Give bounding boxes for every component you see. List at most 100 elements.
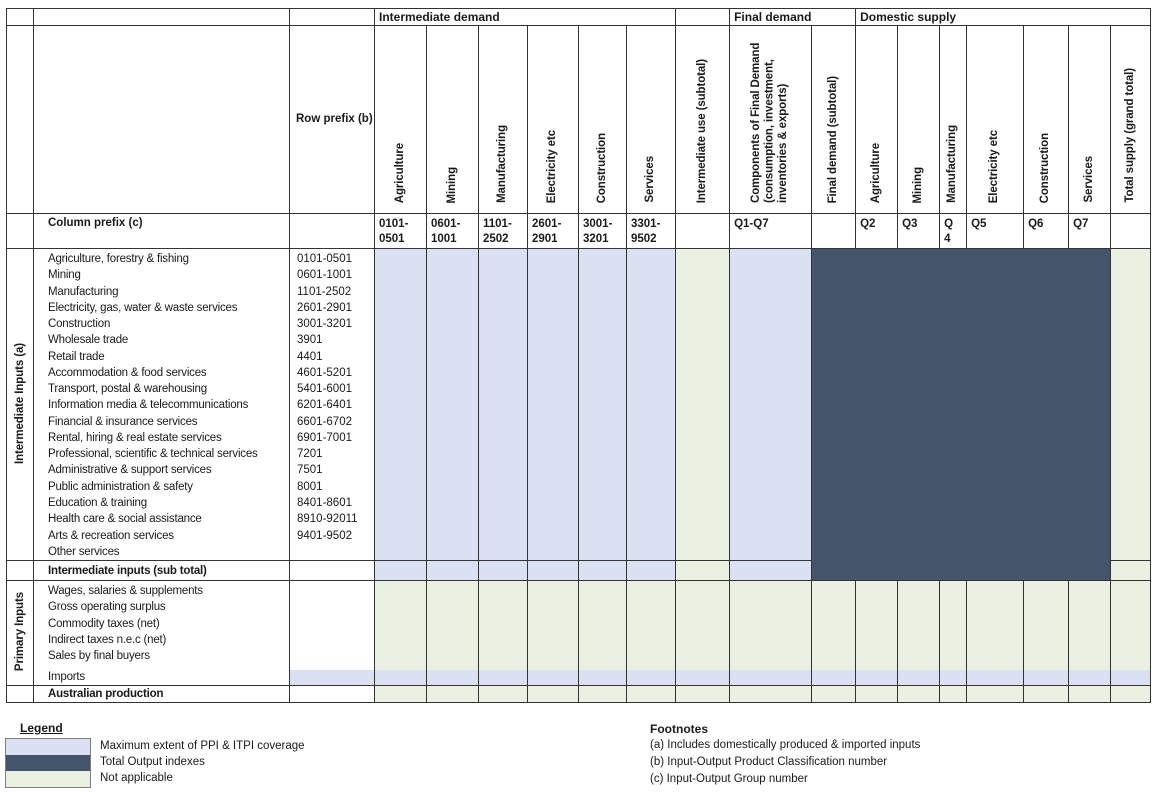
imports-row: Imports [7, 669, 1152, 687]
not-applicable-cell [374, 580, 427, 670]
not-applicable-cell [897, 580, 941, 670]
legend-label: Not applicable [100, 772, 173, 784]
row-label: Administrative & support services [48, 464, 212, 477]
row-label: Retail trade [48, 350, 105, 363]
column-header-label: Electricity etc [546, 129, 559, 203]
imports-label: Imports [33, 669, 290, 687]
row-prefixes-cell: 0101-0501 0601-1001 1101-2502 2601-2901 … [289, 247, 375, 562]
not-applicable-cell [625, 580, 677, 670]
column-prefix-cell: Q7 [1068, 213, 1112, 249]
not-applicable-cell [1068, 685, 1112, 704]
column-header-label: Final demand (subtotal) [826, 75, 839, 203]
not-applicable-cell [855, 685, 899, 704]
legend-swatch-total-output [6, 755, 90, 771]
not-applicable-cell [478, 685, 528, 704]
spacer-cell [6, 560, 34, 582]
not-applicable-cell [578, 685, 627, 704]
not-applicable-cell [729, 685, 813, 704]
not-applicable-cell [966, 685, 1025, 704]
row-prefix: 8910-92011 [297, 513, 358, 526]
production-row: Australian production [6, 685, 1152, 704]
column-header-supply-agriculture: Agriculture [855, 25, 899, 214]
coverage-cell [426, 560, 479, 582]
coverage-cell [1068, 669, 1112, 687]
row-prefix: 7201 [297, 448, 323, 461]
row-prefix: 7501 [297, 464, 323, 477]
coverage-cell [1023, 669, 1070, 687]
row-label: Health care & social assistance [48, 513, 202, 526]
io-coverage-table: Intermediate demand Final demand Domesti… [6, 8, 1152, 704]
footnotes-title: Footnotes [650, 722, 708, 736]
column-header-intermediate-use: Intermediate use (subtotal) [675, 25, 731, 214]
coverage-cell [729, 247, 813, 562]
row-prefix: 2601-2901 [297, 301, 352, 314]
column-header-agriculture: Agriculture [374, 25, 427, 214]
coverage-cell [939, 669, 968, 687]
subtotal-row: Intermediate inputs (sub total) [6, 560, 1152, 582]
coverage-cell [374, 669, 427, 687]
not-applicable-cell [675, 247, 731, 562]
column-header-final-demand-subtotal: Final demand (subtotal) [811, 25, 857, 214]
coverage-cell [426, 247, 479, 562]
row-label: Transport, postal & warehousing [48, 383, 207, 396]
not-applicable-cell [675, 580, 731, 670]
row-label: Information media & telecommunications [48, 399, 249, 412]
column-header-label: Intermediate use (subtotal) [695, 58, 708, 203]
row-label: Indirect taxes n.e.c (net) [48, 633, 167, 646]
spacer-cell [6, 213, 34, 249]
footnote-line: (b) Input-Output Product Classification … [650, 756, 888, 768]
column-prefix-cell: 0101-0501 [374, 213, 427, 249]
coverage-cell [527, 247, 579, 562]
column-prefix-cell: Q5 [966, 213, 1025, 249]
column-header-electricity: Electricity etc [527, 25, 579, 214]
column-header-label: Agriculture [869, 142, 882, 203]
not-applicable-cell [897, 685, 941, 704]
row-label: Electricity, gas, water & waste services [48, 301, 238, 314]
column-header-supply-services: Services [1068, 25, 1112, 214]
row-prefix: 0101-0501 [297, 253, 352, 265]
column-header-supply-mining: Mining [897, 25, 941, 214]
column-header-label: Agriculture [393, 142, 406, 203]
domestic-supply-header: Domestic supply [855, 8, 1152, 26]
column-prefix-cell [1110, 213, 1152, 249]
primary-row-labels-cell: Wages, salaries & supplements Gross oper… [33, 580, 290, 670]
not-applicable-cell [1023, 580, 1070, 670]
coverage-cell [675, 669, 731, 687]
not-applicable-cell [625, 685, 677, 704]
coverage-cell [578, 560, 627, 582]
column-prefix-cell: 0601-1001 [426, 213, 479, 249]
coverage-cell [897, 669, 941, 687]
column-prefix-header: Column prefix (c) [33, 213, 290, 249]
coverage-cell [478, 247, 528, 562]
row-label: Financial & insurance services [48, 415, 198, 428]
spacer-cell [6, 25, 34, 214]
coverage-cell [426, 669, 479, 687]
spacer-cell [289, 580, 375, 670]
production-label: Australian production [33, 685, 290, 704]
row-label: Wholesale trade [48, 334, 129, 347]
row-label: Accommodation & food services [48, 366, 207, 379]
column-header-final-demand-components: Components of Final Demand (consumption,… [729, 25, 813, 214]
row-prefix-header: Row prefix (b) [289, 25, 375, 214]
not-applicable-cell [426, 685, 479, 704]
legend: Legend Maximum extent of PPI & ITPI cove… [5, 721, 305, 788]
coverage-cell [527, 669, 579, 687]
coverage-cell [374, 247, 427, 562]
column-header-supply-manufacturing: Manufacturing [939, 25, 968, 214]
column-header-manufacturing: Manufacturing [478, 25, 528, 214]
coverage-cell [855, 669, 899, 687]
not-applicable-cell [811, 685, 857, 704]
column-prefix-cell: Q6 [1023, 213, 1070, 249]
row-prefix: 3001-3201 [297, 318, 352, 331]
column-header-label: Total supply (grand total) [1123, 68, 1136, 203]
row-label: Construction [48, 318, 111, 331]
column-prefix-cell: 3301-9502 [625, 213, 677, 249]
row-prefix [291, 544, 374, 560]
coverage-cell [578, 669, 627, 687]
not-applicable-cell [1110, 580, 1152, 670]
row-label: Wages, salaries & supplements [48, 585, 203, 598]
column-header-total-supply: Total supply (grand total) [1110, 25, 1152, 214]
section-label-intermediate-inputs: Intermediate Inputs (a) [6, 247, 34, 562]
footnote-line: (c) Input-Output Group number [650, 773, 808, 785]
spacer-cell [675, 8, 731, 26]
